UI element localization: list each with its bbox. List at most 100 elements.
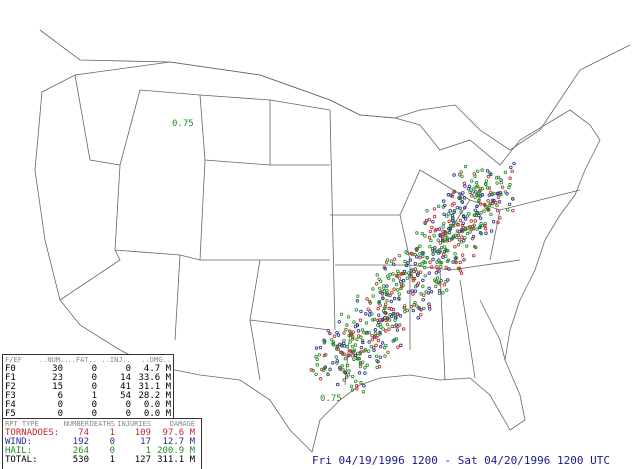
storm-report-marker: [406, 271, 411, 275]
storm-report-marker: [435, 260, 439, 264]
storm-report-marker: [453, 245, 457, 249]
storm-report-marker: [392, 257, 397, 261]
storm-report-marker: [385, 284, 389, 288]
table-row: TORNADOES: 74 1 109 97.6 M: [5, 429, 199, 438]
storm-report-marker: [437, 291, 442, 296]
storm-report-marker: [473, 219, 477, 223]
storm-report-marker: [330, 338, 334, 342]
storm-report-marker: [486, 174, 491, 179]
storm-report-marker: [430, 265, 434, 269]
storm-report-marker: [460, 253, 465, 257]
storm-report-marker: [460, 174, 464, 178]
storm-report-marker: [486, 199, 490, 203]
storm-report-marker: [484, 231, 488, 235]
storm-report-marker: [315, 363, 319, 367]
storm-report-marker: [452, 173, 456, 177]
storm-report-marker: [339, 312, 344, 316]
table-header: F/EF ..NUM.. ..FAT.. ..INJ.. ..DMG..: [5, 356, 171, 365]
storm-report-marker: [395, 312, 399, 316]
storm-report-marker: [354, 308, 359, 312]
storm-report-marker: [458, 206, 462, 210]
storm-report-marker: [473, 195, 477, 199]
storm-report-marker: [485, 169, 490, 173]
storm-report-marker: [423, 220, 427, 225]
storm-report-marker: [314, 372, 318, 377]
storm-report-marker: [441, 229, 445, 234]
storm-report-marker: [411, 308, 415, 313]
storm-report-marker: [489, 202, 493, 206]
storm-report-marker: [344, 327, 348, 332]
storm-report-marker: [474, 190, 478, 194]
table-cell: 1: [109, 428, 115, 438]
table-cell: 15: [52, 382, 63, 392]
storm-report-marker: [354, 384, 359, 388]
storm-report-marker: [430, 225, 434, 230]
storm-report-marker: [392, 262, 396, 266]
storm-report-marker: [385, 298, 389, 303]
storm-report-marker: [452, 210, 456, 214]
storm-report-marker: [411, 267, 415, 272]
storm-report-marker: [342, 352, 347, 357]
table-row: TOTAL: 530 1 127 311.1 M: [5, 456, 199, 465]
storm-report-marker: [460, 200, 464, 204]
table-cell: 14: [120, 373, 131, 383]
storm-report-marker: [480, 168, 484, 172]
storm-report-marker: [360, 339, 365, 343]
storm-report-marker: [495, 208, 500, 213]
storm-report-marker: [508, 176, 512, 180]
storm-report-marker: [380, 341, 385, 345]
storm-report-marker: [401, 327, 406, 331]
storm-report-marker: [446, 249, 450, 253]
storm-report-marker: [350, 374, 355, 379]
storm-report-marker: [434, 279, 438, 284]
storm-report-marker: [364, 312, 368, 316]
storm-report-marker: [475, 204, 479, 209]
storm-report-marker: [422, 306, 426, 311]
storm-report-marker: [355, 323, 360, 327]
storm-report-marker: [331, 361, 335, 365]
storm-report-marker: [473, 213, 477, 217]
storm-report-marker: [435, 249, 439, 254]
storm-report-marker: [376, 318, 380, 323]
table-row: F5 0 0 0 0.0 M: [5, 410, 171, 419]
storm-report-marker: [475, 227, 479, 231]
storm-report-marker: [479, 232, 484, 236]
storm-report-marker: [510, 169, 514, 174]
storm-report-marker: [428, 307, 432, 311]
table-cell: 0.0 M: [143, 400, 171, 410]
storm-report-marker: [442, 283, 446, 287]
storm-report-marker: [358, 364, 362, 369]
storm-report-marker: [455, 229, 460, 233]
storm-report-marker: [359, 345, 364, 350]
storm-report-marker: [402, 269, 407, 274]
storm-report-marker: [427, 235, 432, 240]
table-cell: 0: [57, 409, 63, 419]
storm-report-marker: [508, 182, 512, 187]
table-cell: WIND:: [5, 437, 33, 447]
storm-report-marker: [450, 213, 454, 217]
storm-report-marker: [491, 220, 496, 224]
storm-report-marker: [439, 261, 444, 265]
storm-report-marker: [387, 327, 391, 331]
storm-report-marker: [458, 218, 463, 223]
storm-report-marker: [476, 194, 481, 198]
storm-report-marker: [436, 204, 441, 208]
storm-report-marker: [422, 293, 426, 297]
storm-report-marker: [360, 328, 365, 332]
storm-report-marker: [478, 186, 482, 191]
table-cell: 30: [52, 364, 63, 374]
storm-report-marker: [459, 210, 463, 214]
storm-report-marker: [468, 230, 472, 234]
storm-report-marker: [366, 307, 370, 312]
storm-report-marker: [487, 193, 492, 197]
storm-report-marker: [344, 375, 349, 379]
storm-report-marker: [483, 227, 488, 231]
storm-report-marker: [318, 377, 323, 381]
storm-report-marker: [326, 328, 330, 333]
table-cell: 0: [125, 409, 131, 419]
storm-report-marker: [362, 383, 366, 388]
storm-report-marker: [379, 279, 383, 283]
storm-report-marker: [422, 265, 427, 270]
storm-report-marker: [349, 384, 354, 388]
storm-report-marker: [411, 277, 415, 281]
